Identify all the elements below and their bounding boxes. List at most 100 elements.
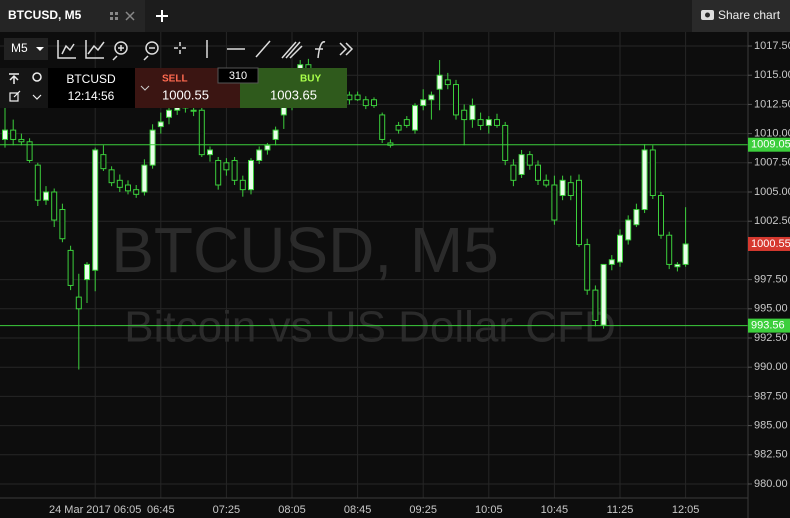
candle-body — [428, 94, 435, 101]
candle-body — [157, 121, 164, 128]
x-tick-label: 06:45 — [147, 504, 175, 516]
candle-body — [198, 109, 205, 156]
candle-body — [617, 234, 623, 263]
y-tick-label: 997.50 — [754, 274, 788, 286]
x-tick-label: 09:25 — [409, 504, 437, 516]
candle-body — [133, 189, 140, 195]
candle-body — [231, 159, 238, 181]
candle-body — [682, 243, 689, 265]
spread-box — [217, 67, 259, 84]
candle-body — [436, 74, 443, 90]
axes: 980.00 982.50 985.00 987.50 990.00 992.50 995.… — [49, 40, 790, 516]
y-tick-label: 1007.50 — [754, 157, 790, 169]
collapse-icon[interactable] — [9, 73, 19, 84]
candle-body — [34, 164, 41, 201]
candle-body — [84, 263, 90, 281]
camera-lens — [705, 12, 710, 18]
candle-body — [354, 94, 361, 101]
candle-body — [59, 209, 66, 240]
candle-body — [559, 179, 566, 197]
candle-body — [75, 296, 82, 310]
tab-grid-icon[interactable] — [110, 12, 118, 20]
sell-arrow — [140, 85, 150, 91]
tool-zoom-in-mark — [112, 45, 124, 61]
candle-body — [43, 191, 49, 201]
y-tick-label: 1002.50 — [754, 215, 790, 227]
candle-body — [149, 129, 156, 166]
y-tick-label: 982.50 — [754, 449, 788, 461]
candle-body — [469, 105, 476, 121]
candle-body — [600, 263, 607, 326]
share-label: Share chart — [718, 8, 781, 22]
y-tick-label: 992.50 — [754, 332, 788, 344]
candle-body — [116, 179, 123, 188]
candle-body — [67, 249, 74, 286]
tool-zoom-out-mark — [143, 47, 155, 61]
dropdown-arrow — [36, 47, 44, 51]
spread: 310 — [229, 70, 247, 82]
candle-body — [256, 149, 263, 161]
candle-body — [141, 164, 148, 193]
candle-body — [649, 149, 656, 197]
candle-body — [453, 84, 459, 116]
panel-dropdown[interactable] — [32, 94, 42, 100]
tool-more[interactable] — [339, 42, 354, 56]
candle-body — [518, 154, 525, 175]
y-tick-label: 987.50 — [754, 390, 788, 402]
tab-close[interactable] — [125, 11, 135, 21]
search-icon[interactable] — [32, 72, 42, 82]
tab[interactable] — [0, 0, 145, 32]
x-tick-label: 24 Mar 2017 06:05 — [49, 504, 141, 516]
candle-body — [461, 109, 468, 121]
toolbar: M5 — [4, 38, 354, 61]
tool-crosshair[interactable] — [174, 42, 186, 54]
sell-price: 1000.55 — [162, 87, 209, 102]
candle-body — [239, 179, 246, 191]
y-tick-label: 1005.00 — [754, 186, 790, 198]
candle-body — [387, 142, 394, 146]
candle-body — [403, 119, 410, 126]
tool-function[interactable] — [315, 41, 326, 59]
candle-body — [526, 154, 533, 166]
candle-body — [108, 169, 115, 184]
tab-title: BTCUSD, M5 — [8, 8, 82, 22]
candle-body — [584, 244, 591, 291]
panel-time: 12:14:56 — [68, 89, 115, 103]
y-tick-label: 1017.50 — [754, 40, 790, 52]
tool-zoom-in[interactable] — [114, 41, 128, 55]
tool-indicators[interactable] — [85, 40, 105, 59]
timeframe-label: M5 — [11, 41, 28, 55]
y-tick-label: 990.00 — [754, 361, 788, 373]
x-tick-label: 08:45 — [344, 504, 372, 516]
level-label-bg — [748, 318, 790, 333]
candle-body — [658, 195, 664, 236]
plot-area — [0, 32, 748, 498]
candle-body — [592, 289, 599, 321]
candle-body — [10, 129, 17, 140]
tool-trendline[interactable] — [255, 40, 271, 58]
candle-body — [625, 219, 632, 241]
buy-price: 1003.65 — [270, 87, 317, 102]
add-tab[interactable] — [156, 10, 168, 22]
candle-body — [223, 162, 230, 171]
level-label-bg — [748, 137, 790, 152]
candle-body — [125, 184, 131, 192]
tool-candles[interactable] — [57, 40, 76, 59]
candle-body — [346, 94, 353, 101]
popout-icon[interactable] — [9, 90, 21, 102]
x-tick-label: 10:05 — [475, 504, 503, 516]
timeframe-button[interactable] — [4, 38, 48, 60]
candle-body — [608, 259, 615, 265]
candle-body — [26, 141, 33, 161]
y-tick-label: 1012.50 — [754, 98, 790, 110]
y-tick-label: 1015.00 — [754, 69, 790, 81]
tool-fibonacci[interactable] — [281, 41, 303, 59]
candle-body — [166, 109, 172, 118]
tool-zoom-out[interactable] — [145, 41, 159, 55]
candle-body — [576, 179, 582, 246]
candle-body — [190, 109, 197, 112]
watermark-subtitle: Bitcoin vs US Dollar CFD — [124, 303, 615, 352]
y-tick-label: 985.00 — [754, 419, 788, 431]
candle-body — [362, 99, 369, 107]
